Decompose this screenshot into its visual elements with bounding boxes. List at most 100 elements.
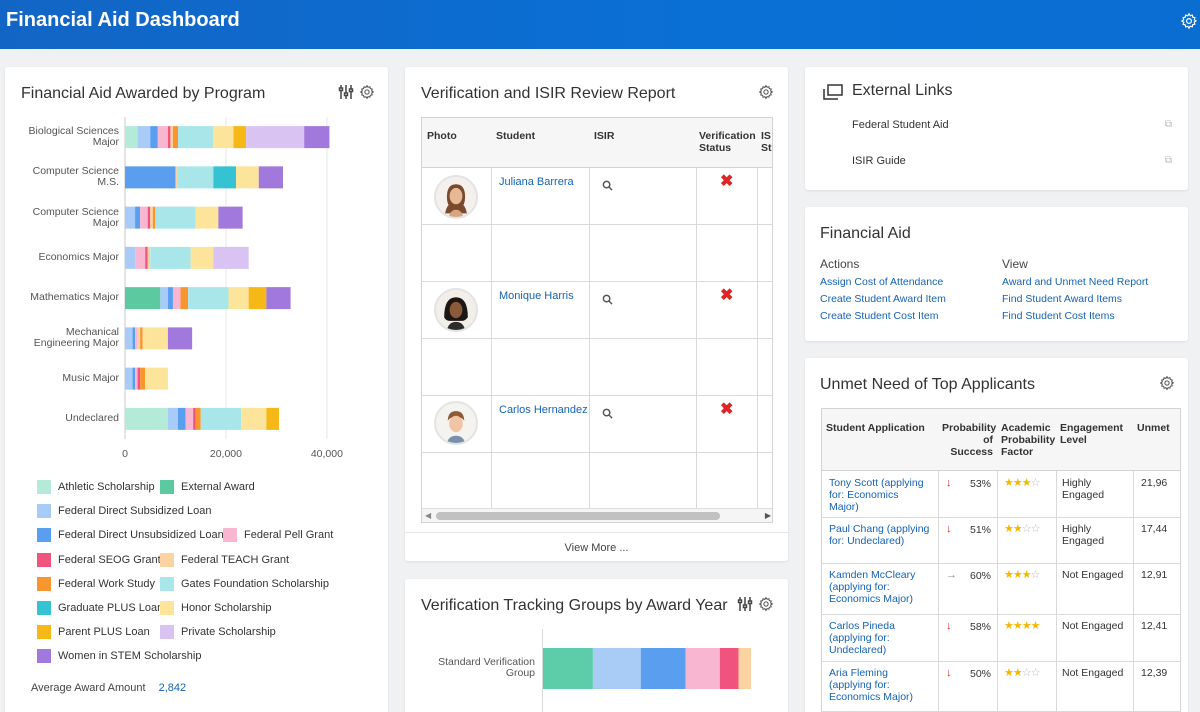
bar-segment[interactable]	[132, 367, 136, 390]
bar-segment[interactable]	[167, 327, 193, 350]
legend-item[interactable]: Federal SEOG Grant	[37, 552, 161, 567]
bar-segment[interactable]	[152, 206, 156, 229]
bar-segment[interactable]	[147, 206, 151, 229]
bar-segment[interactable]	[172, 287, 181, 310]
bar-segment[interactable]	[543, 648, 593, 689]
bar-segment[interactable]	[137, 327, 141, 350]
view-link-award-unmet-report[interactable]: Award and Unmet Need Report	[1002, 276, 1149, 288]
column-header-isir-status[interactable]: IS St	[757, 118, 772, 168]
bar-segment[interactable]	[125, 206, 136, 229]
bar-segment[interactable]	[228, 287, 249, 310]
column-header-engagement[interactable]: Engagement Level	[1056, 409, 1134, 471]
bar-segment[interactable]	[142, 327, 168, 350]
bar-segment[interactable]	[137, 126, 151, 149]
legend-item[interactable]: Federal Work Study	[37, 576, 155, 591]
bar-segment[interactable]	[125, 327, 133, 350]
bar-segment[interactable]	[248, 287, 267, 310]
unmet-settings-gear-icon[interactable]	[1159, 375, 1175, 391]
view-more-link[interactable]: View More ...	[564, 542, 629, 554]
bar-segment[interactable]	[125, 126, 138, 149]
action-link-create-cost-item[interactable]: Create Student Cost Item	[820, 310, 939, 322]
bar-segment[interactable]	[190, 246, 214, 269]
bar-segment[interactable]	[180, 287, 189, 310]
legend-item[interactable]: Parent PLUS Loan	[37, 625, 150, 640]
bar-segment[interactable]	[157, 126, 168, 149]
column-header-student-application[interactable]: Student Application	[822, 409, 939, 471]
column-header-academic-factor[interactable]: Academic Probability Factor	[997, 409, 1057, 471]
bar-segment[interactable]	[140, 367, 146, 390]
isir-search-icon[interactable]	[602, 294, 613, 305]
chart-settings-gear-icon[interactable]	[758, 596, 774, 612]
bar-segment[interactable]	[145, 246, 148, 269]
student-photo-avatar[interactable]	[434, 175, 478, 219]
bar-segment[interactable]	[178, 166, 214, 189]
bar-segment[interactable]	[258, 166, 283, 189]
student-application-link[interactable]: Tony Scott (applying for: Economics Major)	[829, 477, 935, 513]
view-link-find-cost-items[interactable]: Find Student Cost Items	[1002, 310, 1115, 322]
external-link-item[interactable]: ISIR Guide ⧉	[852, 155, 1172, 167]
bar-segment[interactable]	[135, 327, 138, 350]
bar-segment[interactable]	[150, 246, 191, 269]
settings-gear-icon[interactable]	[1180, 12, 1198, 30]
legend-item[interactable]: Private Scholarship	[160, 625, 276, 640]
bar-segment[interactable]	[304, 126, 330, 149]
bar-segment[interactable]	[125, 407, 168, 430]
bar-segment[interactable]	[685, 648, 720, 689]
bar-segment[interactable]	[266, 407, 279, 430]
scrollbar-thumb[interactable]	[436, 512, 720, 520]
isir-search-icon[interactable]	[602, 408, 613, 419]
student-link[interactable]: Carlos Hernandez	[499, 404, 588, 416]
bar-segment[interactable]	[719, 648, 739, 689]
bar-segment[interactable]	[213, 246, 249, 269]
column-header-verification-status[interactable]: Verification Status	[696, 118, 758, 168]
bar-segment[interactable]	[178, 126, 214, 149]
filter-sliders-icon[interactable]	[737, 596, 753, 612]
bar-segment[interactable]	[125, 287, 161, 310]
external-link-item[interactable]: Federal Student Aid ⧉	[852, 119, 1172, 131]
bar-segment[interactable]	[135, 206, 141, 229]
bar-segment[interactable]	[125, 367, 133, 390]
filter-sliders-icon[interactable]	[338, 84, 354, 100]
bar-segment[interactable]	[241, 407, 267, 430]
bar-segment[interactable]	[185, 407, 194, 430]
bar-segment[interactable]	[137, 367, 141, 390]
horizontal-scrollbar[interactable]: ◀ ▶	[422, 508, 772, 522]
student-photo-avatar[interactable]	[434, 288, 478, 332]
column-header-student[interactable]: Student	[491, 118, 590, 168]
column-header-unmet[interactable]: Unmet	[1133, 409, 1180, 471]
column-header-photo[interactable]: Photo	[422, 118, 492, 168]
report-settings-gear-icon[interactable]	[758, 84, 774, 100]
student-application-link[interactable]: Kamden McCleary (applying for: Economics M…	[829, 569, 935, 605]
bar-segment[interactable]	[640, 648, 686, 689]
legend-item[interactable]: Federal TEACH Grant	[160, 552, 289, 567]
bar-segment[interactable]	[125, 246, 136, 269]
scroll-right-arrow-icon[interactable]: ▶	[764, 511, 771, 520]
bar-segment[interactable]	[160, 287, 168, 310]
legend-item[interactable]: Athletic Scholarship	[37, 480, 155, 494]
legend-item[interactable]: Women in STEM Scholarship	[37, 649, 201, 664]
bar-segment[interactable]	[200, 407, 242, 430]
chart-settings-gear-icon[interactable]	[359, 84, 375, 100]
bar-segment[interactable]	[140, 206, 148, 229]
student-application-link[interactable]: Paul Chang (applying for: Undeclared)	[829, 523, 935, 547]
bar-segment[interactable]	[218, 206, 243, 229]
bar-segment[interactable]	[246, 126, 305, 149]
bar-segment[interactable]	[167, 407, 178, 430]
action-link-create-award-item[interactable]: Create Student Award Item	[820, 293, 946, 305]
bar-segment[interactable]	[592, 648, 641, 689]
bar-segment[interactable]	[172, 126, 178, 149]
bar-segment[interactable]	[145, 367, 168, 390]
view-link-find-award-items[interactable]: Find Student Award Items	[1002, 293, 1123, 305]
student-photo-avatar[interactable]	[434, 401, 478, 445]
student-application-link[interactable]: Carlos Pineda (applying for: Undeclared)	[829, 620, 935, 656]
bar-segment[interactable]	[170, 126, 173, 149]
bar-segment[interactable]	[125, 166, 176, 189]
legend-item[interactable]: Federal Direct Subsidized Loan	[37, 504, 211, 519]
bar-segment[interactable]	[236, 166, 259, 189]
bar-segment[interactable]	[178, 407, 186, 430]
bar-segment[interactable]	[213, 166, 237, 189]
bar-segment[interactable]	[175, 166, 178, 189]
bar-segment[interactable]	[738, 648, 751, 689]
bar-segment[interactable]	[266, 287, 291, 310]
bar-segment[interactable]	[140, 327, 143, 350]
